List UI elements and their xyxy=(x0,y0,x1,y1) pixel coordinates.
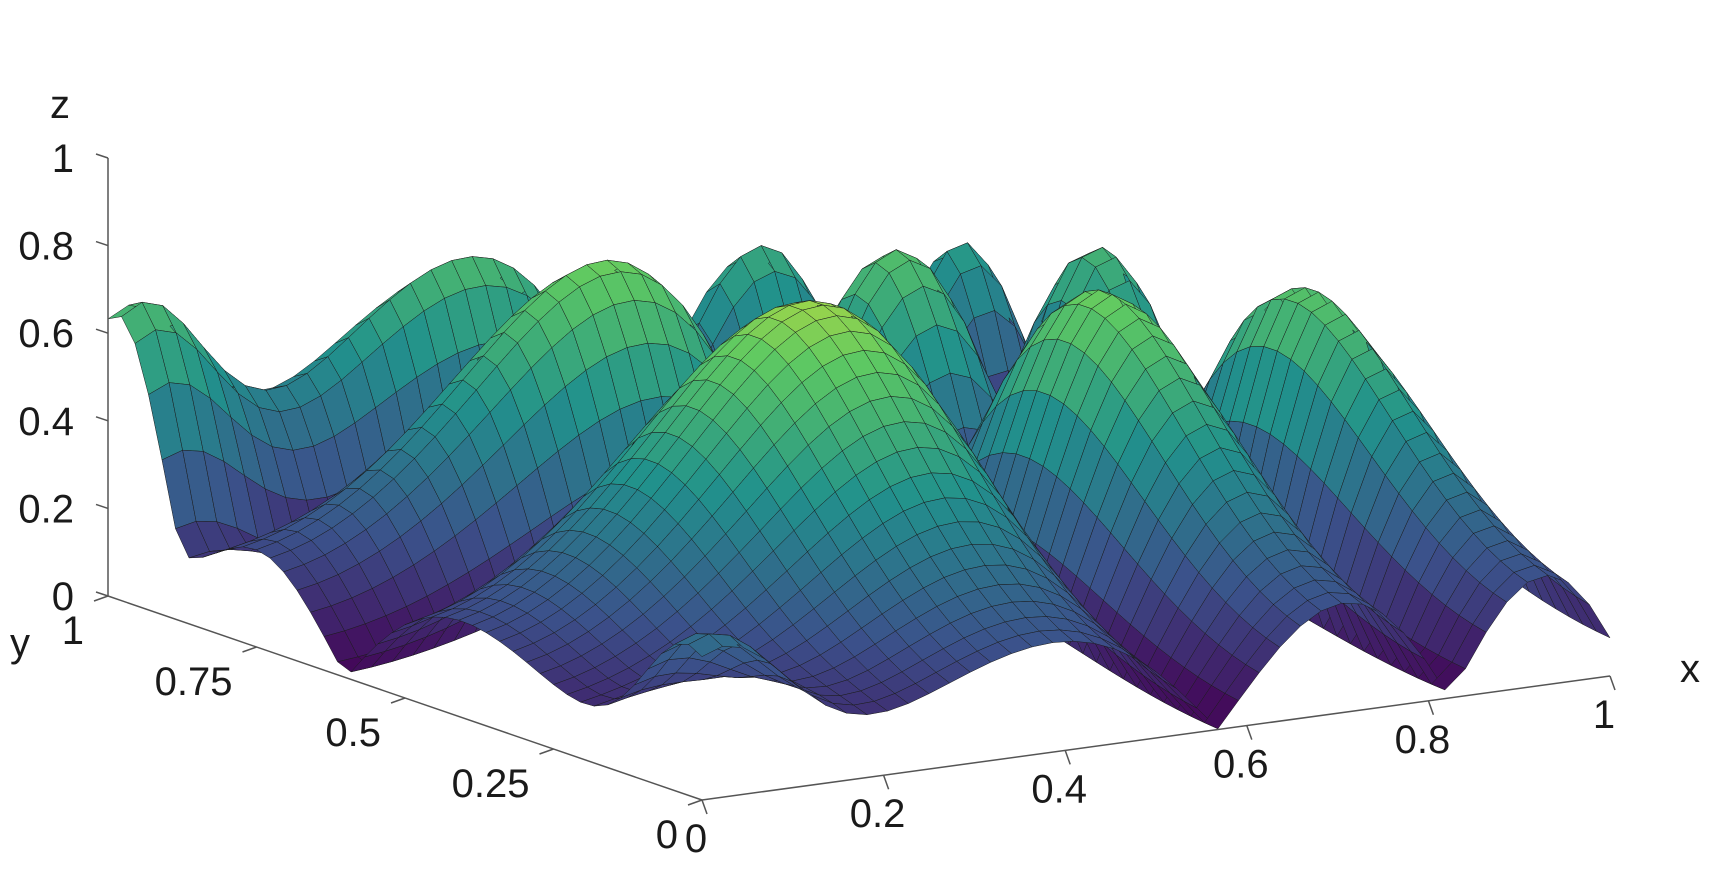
tick-mark xyxy=(93,595,109,602)
tick-mark xyxy=(1609,675,1616,691)
y-tick-label: 0.75 xyxy=(155,660,233,704)
tick-mark xyxy=(95,240,109,247)
x-tick-label: 0.6 xyxy=(1213,743,1269,787)
tick-labels: 00.20.40.60.8100.250.50.75100.20.40.60.8… xyxy=(18,137,1616,861)
x-tick-label: 0.8 xyxy=(1395,718,1451,762)
z-tick-label: 0.8 xyxy=(18,225,74,269)
z-axis-label: z xyxy=(50,83,70,127)
tick-mark xyxy=(95,416,109,422)
z-tick-label: 0.6 xyxy=(18,312,74,356)
tick-mark xyxy=(1246,725,1253,740)
tick-mark xyxy=(390,697,406,704)
surface-cell xyxy=(1575,596,1611,639)
x-axis-label: x xyxy=(1680,647,1700,691)
y-tick-label: 0 xyxy=(656,813,678,857)
tick-mark xyxy=(701,799,708,815)
x-tick-label: 0.2 xyxy=(850,792,906,836)
z-tick-label: 0.2 xyxy=(18,487,74,531)
y-axis-label: y xyxy=(10,621,30,665)
x-tick-label: 1 xyxy=(1593,693,1615,737)
x-tick-label: 0.4 xyxy=(1031,767,1087,811)
tick-mark xyxy=(1064,750,1071,765)
x-tick-label: 0 xyxy=(685,817,707,861)
tick-mark xyxy=(95,153,109,159)
tick-mark xyxy=(539,748,554,755)
y-tick-label: 0.25 xyxy=(452,762,530,806)
z-tick-label: 0.4 xyxy=(18,400,74,444)
y-tick-label: 0.5 xyxy=(325,711,381,755)
tick-mark xyxy=(95,328,109,334)
surface-mesh xyxy=(107,242,1611,730)
x-axis-line xyxy=(701,675,1611,801)
y-tick-label: 1 xyxy=(62,609,84,653)
z-tick-label: 1 xyxy=(52,137,74,181)
tick-mark xyxy=(95,591,109,597)
tick-mark xyxy=(687,799,703,806)
z-tick-label: 0 xyxy=(52,575,74,619)
tick-mark xyxy=(882,774,890,790)
tick-mark xyxy=(242,646,257,653)
tick-mark xyxy=(95,503,109,510)
tick-mark xyxy=(1427,700,1435,716)
